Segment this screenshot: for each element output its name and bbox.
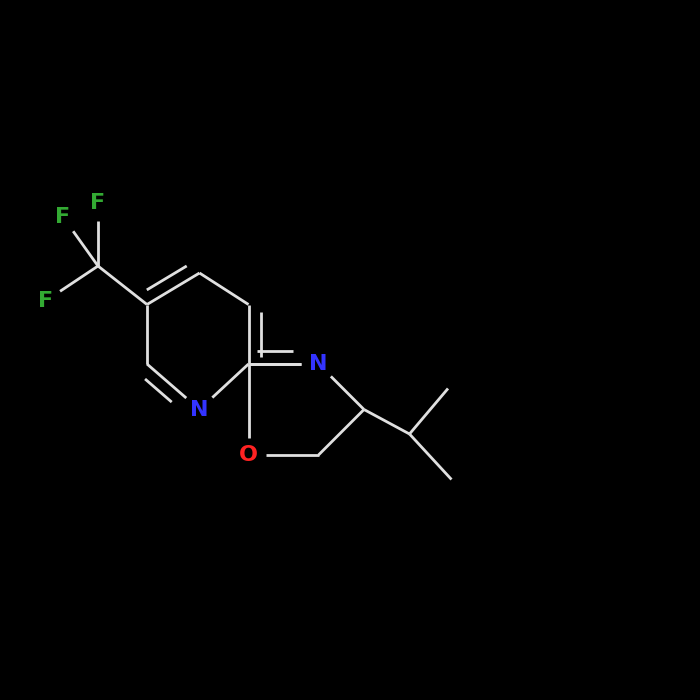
- Text: F: F: [90, 193, 106, 213]
- Text: F: F: [55, 207, 71, 227]
- Text: F: F: [38, 291, 53, 311]
- Text: O: O: [239, 445, 258, 465]
- Text: N: N: [309, 354, 328, 374]
- Text: N: N: [190, 400, 209, 419]
